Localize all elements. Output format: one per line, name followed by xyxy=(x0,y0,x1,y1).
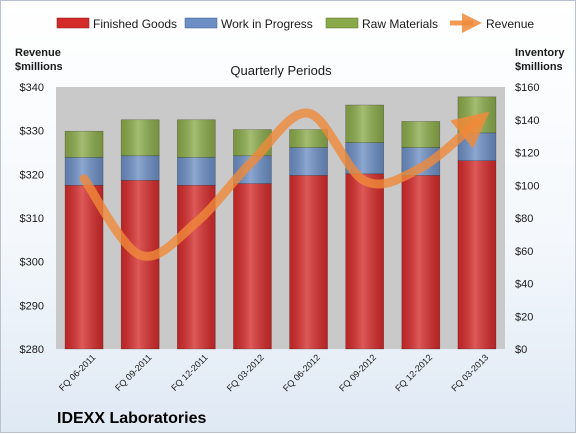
bar-shading xyxy=(233,184,271,349)
right-axis: $0 $20 $40 $60 $80 $100 $120 $140 $160 xyxy=(515,82,539,356)
bar-shading xyxy=(177,157,215,185)
bar-shading xyxy=(65,185,103,349)
left-tick-label: $320 xyxy=(20,169,44,181)
bar-shading xyxy=(346,174,384,349)
bar-shading xyxy=(402,175,440,349)
x-tick-label: FQ 06-2011 xyxy=(57,352,98,393)
bar-shading xyxy=(346,105,384,143)
x-tick-label: FQ 03-2013 xyxy=(449,352,490,393)
bar-shading xyxy=(121,180,159,349)
right-tick-label: $20 xyxy=(515,311,533,323)
legend-swatch-work-in-progress xyxy=(185,18,217,28)
legend-swatch-finished-goods xyxy=(57,18,89,28)
chart-title: Quarterly Periods xyxy=(230,63,332,78)
legend-swatch-raw-materials xyxy=(326,18,358,28)
company-name: IDEXX Laboratories xyxy=(57,410,206,427)
bar-shading xyxy=(290,175,328,349)
legend-label-revenue: Revenue xyxy=(486,17,534,31)
left-axis-title-line2: $millions xyxy=(15,61,63,73)
left-tick-label: $310 xyxy=(20,213,44,225)
bar-shading xyxy=(290,148,328,176)
right-tick-label: $120 xyxy=(515,148,539,160)
left-tick-label: $290 xyxy=(20,300,44,312)
legend: Finished Goods Work in Progress Raw Mate… xyxy=(57,17,534,31)
right-tick-label: $100 xyxy=(515,180,539,192)
bar-shading xyxy=(121,120,159,156)
right-tick-label: $140 xyxy=(515,115,539,127)
right-axis-title-line2: $millions xyxy=(515,61,563,73)
legend-label-finished-goods: Finished Goods xyxy=(93,17,177,31)
legend-label-raw-materials: Raw Materials xyxy=(362,17,438,31)
right-tick-label: $80 xyxy=(515,213,533,225)
left-tick-label: $280 xyxy=(20,344,44,356)
right-axis-title-line1: Inventory xyxy=(515,47,565,59)
legend-label-work-in-progress: Work in Progress xyxy=(221,17,313,31)
right-tick-label: $0 xyxy=(515,344,527,356)
x-tick-label: FQ 06-2012 xyxy=(281,352,322,393)
x-tick-label: FQ 09-2011 xyxy=(113,352,154,393)
right-tick-label: $60 xyxy=(515,246,533,258)
x-tick-label: FQ 03-2012 xyxy=(225,352,266,393)
x-tick-label: FQ 12-2012 xyxy=(393,352,434,393)
bar-shading xyxy=(65,131,103,157)
left-axis-title-line1: Revenue xyxy=(15,47,61,59)
x-axis: FQ 06-2011 FQ 09-2011 FQ 12-2011 FQ 03-2012… xyxy=(57,352,490,393)
right-tick-label: $40 xyxy=(515,279,533,291)
left-tick-label: $330 xyxy=(20,126,44,138)
left-tick-label: $340 xyxy=(20,82,44,94)
x-tick-label: FQ 09-2012 xyxy=(337,352,378,393)
bar-shading xyxy=(402,121,440,147)
left-axis: $280 $290 $300 $310 $320 $330 $340 xyxy=(20,82,44,356)
bar-shading xyxy=(177,120,215,158)
bar-shading xyxy=(458,161,496,349)
right-tick-label: $160 xyxy=(515,82,539,94)
left-tick-label: $300 xyxy=(20,257,44,269)
bar-shading xyxy=(121,156,159,181)
bar-shading xyxy=(290,130,328,148)
x-tick-label: FQ 12-2011 xyxy=(169,352,210,393)
